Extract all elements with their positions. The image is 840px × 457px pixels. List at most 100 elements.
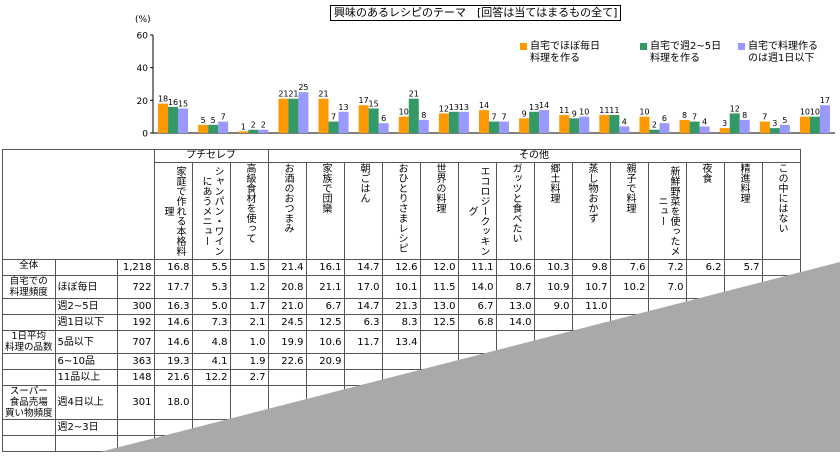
bar	[729, 113, 740, 133]
bar	[739, 119, 750, 133]
bar-data-label: 25	[298, 83, 308, 92]
bar-data-label: 8	[742, 111, 747, 120]
bar	[458, 111, 469, 133]
table-category-header-row: 家庭で作れる本格料理 シャンパン・ワインにあうメニュー 高級食材を使って お酒のおつま…	[3, 162, 801, 260]
category-header-cell: おひとりさまレシピ	[381, 162, 421, 260]
table-cell: 1.2	[229, 275, 269, 299]
table-cell: 8.7	[495, 275, 535, 299]
bar	[178, 108, 189, 133]
category-header-cell: エコロジークッキング	[457, 162, 497, 260]
bar-data-label: 6	[381, 114, 386, 123]
table-cell: 10.2	[609, 275, 649, 299]
bar	[278, 98, 289, 133]
bar	[328, 121, 339, 133]
table-row: 自宅での 料理頻度 ほぼ毎日 722 17.7 5.3 1.2 20.8 21.1 17.0 10…	[2, 275, 801, 299]
category-label: 夜食	[700, 163, 712, 184]
table-cell: 10.6	[305, 330, 345, 354]
table-corner-cell	[2, 149, 155, 260]
category-label: 蒸し物おかず	[586, 163, 598, 224]
bar	[539, 110, 550, 133]
bar	[408, 98, 419, 133]
bar	[529, 111, 540, 133]
category-label: 郷土料理	[548, 163, 560, 204]
bar-data-label: 7	[692, 113, 697, 122]
bar	[569, 118, 580, 133]
bar	[699, 126, 710, 133]
bar-data-label: 10	[810, 108, 820, 117]
table-row: 全体 1,218 16.8 5.5 1.5 21.4 16.1 14.7 12.6 12.0 11.…	[2, 259, 801, 276]
row-sub-label: 5品以下	[54, 330, 118, 354]
bar-data-label: 10	[639, 108, 649, 117]
bar	[579, 116, 590, 133]
category-header-cell: 朝ごはん	[343, 162, 383, 260]
bar	[398, 116, 409, 133]
category-header-cell: 親子で料理	[609, 162, 649, 260]
table-cell	[419, 330, 459, 354]
bar	[779, 124, 790, 133]
bar-data-label: 7	[762, 113, 767, 122]
bar	[248, 129, 259, 133]
bar-data-label: 13	[529, 103, 539, 112]
bar	[479, 110, 489, 133]
bar-data-label: 17	[359, 96, 369, 105]
category-header-cell: お酒のおつまみ	[267, 162, 307, 260]
bar-data-label: 14	[539, 101, 549, 110]
y-tick-label: 40	[137, 64, 149, 74]
bar	[338, 111, 349, 133]
table-cell: 13.4	[381, 330, 421, 354]
bar	[288, 98, 299, 133]
bar-data-label: 15	[369, 100, 379, 109]
bar	[238, 131, 249, 133]
legend-item: 自宅で週2~5日 料理を作る	[640, 41, 721, 65]
legend-swatch	[738, 43, 745, 50]
category-header-cell: 家族で団欒	[305, 162, 345, 260]
category-label: 高級食材を使って	[244, 163, 256, 244]
bar	[719, 128, 730, 133]
legend-label: 自宅で週2~5日 料理を作る	[650, 41, 722, 64]
bar-data-label: 11	[559, 106, 569, 115]
bar-data-label: 10	[800, 108, 810, 117]
bar	[418, 119, 429, 133]
bar	[158, 103, 169, 133]
category-header-cell: この中にはない	[761, 162, 801, 260]
bar	[809, 116, 820, 133]
category-label: 家庭で作れる本格料理	[162, 166, 186, 256]
table-cell: 14.6	[153, 330, 193, 354]
category-label: お酒のおつまみ	[282, 163, 294, 234]
bar-data-label: 16	[168, 98, 178, 107]
bar	[599, 115, 610, 133]
legend-swatch	[520, 43, 527, 50]
bar	[649, 129, 660, 133]
row-sample-size: 722	[116, 275, 155, 299]
bar-data-label: 21	[288, 90, 298, 99]
bar-data-label: 18	[158, 95, 168, 104]
category-label: シャンパン・ワインにあうメニュー	[200, 166, 224, 256]
bar	[198, 124, 209, 133]
bar	[609, 115, 620, 133]
bar	[358, 105, 369, 133]
bar-data-label: 7	[491, 113, 496, 122]
table-cell: 20.8	[267, 275, 307, 299]
bar-data-label: 15	[178, 100, 188, 109]
bar-data-label: 11	[609, 106, 619, 115]
category-label: 親子で料理	[624, 163, 636, 214]
row-group-label: 自宅での 料理頻度	[2, 275, 56, 299]
bar-data-label: 12	[439, 104, 449, 113]
bar-data-label: 7	[221, 113, 226, 122]
category-header-cell: ガッツと食べたい	[495, 162, 535, 260]
bar-data-label: 1	[241, 122, 246, 131]
chart-title: 興味のあるレシピのテーマ [回答は当てはまるもの全て]	[330, 5, 622, 21]
category-label: この中にはない	[776, 163, 788, 234]
y-tick-label: 0	[142, 130, 148, 140]
bar	[659, 123, 670, 133]
bar	[298, 92, 309, 133]
row-sub-label: ほぼ毎日	[54, 275, 118, 299]
table-cell: 17.0	[343, 275, 383, 299]
bar-data-label: 8	[421, 111, 426, 120]
bar-data-label: 3	[772, 119, 777, 128]
bar-data-label: 13	[449, 103, 459, 112]
bar-data-label: 2	[251, 121, 256, 130]
